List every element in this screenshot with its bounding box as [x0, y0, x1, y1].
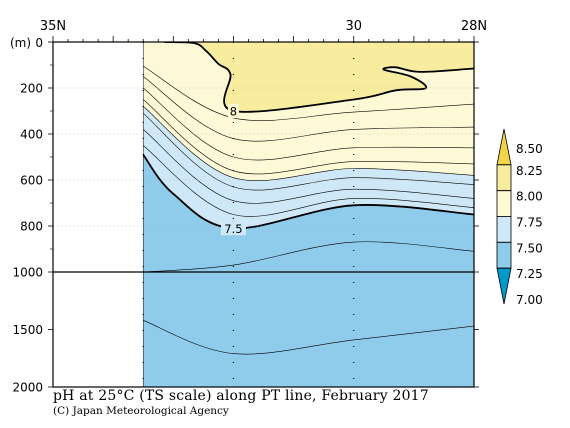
colorbar-label-3: 7.75	[516, 216, 543, 230]
y-unit-label: (m)	[10, 36, 31, 50]
contour-7-9	[143, 76, 474, 142]
y-tick-label-1000: 1000	[12, 266, 43, 280]
x-tick-label-1: 30	[345, 19, 362, 34]
y-tick-label-2000: 2000	[12, 381, 43, 395]
colorbar-swatch-3	[496, 216, 512, 243]
y-tick-label-800: 800	[20, 220, 43, 234]
colorbar-swatch-1	[496, 164, 512, 192]
x-tick-label-2: 28N	[461, 19, 487, 34]
colorbar-swatch-5	[496, 267, 512, 305]
chart-credit: (C) Japan Meteorological Agency	[53, 405, 229, 417]
colorbar-label-5: 7.25	[516, 267, 543, 281]
contour-7-65	[143, 129, 474, 204]
contour-label-bg-0	[227, 104, 239, 118]
fill-layer	[143, 42, 474, 387]
colorbar-swatch-4	[496, 241, 512, 269]
contour-7-35	[143, 320, 474, 355]
band-800-825	[164, 42, 474, 112]
contour-7-8	[143, 99, 474, 175]
contour-7-75	[143, 106, 474, 181]
contour-8	[164, 42, 474, 113]
contour-7-5	[143, 154, 474, 230]
colorbar-label-1: 8.25	[516, 164, 543, 178]
colorbar-label-6: 7.00	[516, 293, 543, 307]
x-tick-label-0: 35N	[40, 19, 66, 34]
y-tick-label-1500: 1500	[12, 323, 43, 337]
chart-title: pH at 25°C (TS scale) along PT line, Feb…	[53, 388, 429, 404]
y-tick-label-400: 400	[20, 128, 43, 142]
contour-7-95	[143, 65, 474, 121]
contour-7-4	[143, 241, 474, 273]
contour-7-7	[143, 113, 474, 191]
colorbar-label-0: 8.50	[516, 142, 543, 156]
colorbar-label-4: 7.50	[516, 241, 543, 255]
contour-7-6	[143, 145, 474, 217]
y-tick-label-600: 600	[20, 174, 43, 188]
colorbar-swatch-0	[496, 128, 512, 166]
colorbar-swatch-2	[496, 190, 512, 217]
contour-label-bg-1	[220, 221, 246, 236]
contour-7-85	[143, 87, 474, 161]
colorbar: 8.50 8.25 8.00 7.75 7.50 7.25 7.00	[496, 128, 543, 307]
contour-label-1: 7.5	[224, 222, 242, 236]
y-tick-label-0: 0	[35, 36, 43, 50]
contour-label-0: 8	[230, 105, 237, 119]
colorbar-label-2: 8.00	[516, 190, 543, 204]
y-tick-label-200: 200	[20, 82, 43, 96]
contour-lines	[143, 42, 474, 355]
